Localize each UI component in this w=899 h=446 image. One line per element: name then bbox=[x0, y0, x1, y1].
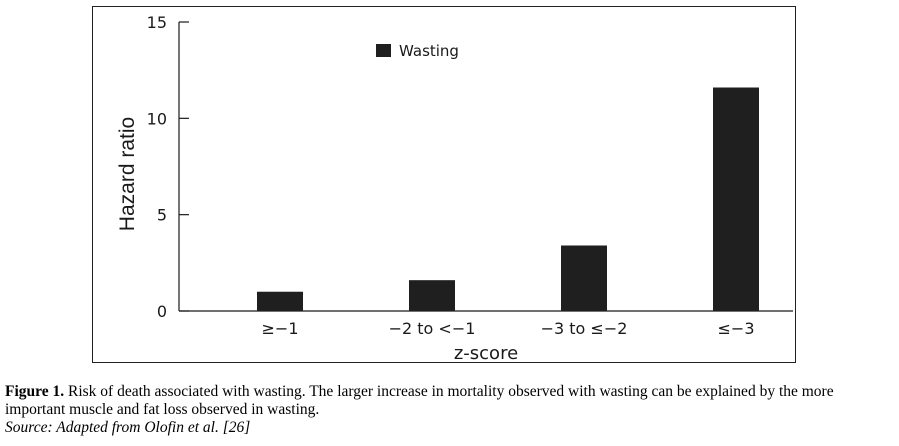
x-tick-label: −3 to ≤−2 bbox=[541, 319, 628, 338]
x-tick-label: −2 to <−1 bbox=[389, 319, 476, 338]
figure-label: Figure 1. bbox=[5, 383, 65, 400]
y-tick-label: 0 bbox=[157, 302, 167, 321]
chart-svg: 0 5 10 15 ≥−1 −2 to <−1 −3 to ≤−2 ≤−3 z-score Haz… bbox=[116, 13, 793, 362]
bar-3 bbox=[561, 245, 607, 311]
caption-text: Risk of death associated with wasting. T… bbox=[5, 383, 834, 418]
y-tick-label: 15 bbox=[147, 13, 167, 32]
figure-caption: Figure 1. Risk of death associated with … bbox=[5, 383, 897, 437]
x-tick-label: ≥−1 bbox=[262, 319, 299, 338]
bar-2 bbox=[409, 280, 455, 311]
caption-source: Source: Adapted from Olofin et al. [26] bbox=[5, 419, 251, 436]
y-tick-label: 10 bbox=[147, 109, 167, 128]
chart-frame: 0 5 10 15 ≥−1 −2 to <−1 −3 to ≤−2 ≤−3 z-score Haz… bbox=[92, 6, 796, 363]
y-tick-label: 5 bbox=[157, 206, 167, 225]
x-tick-label: ≤−3 bbox=[718, 319, 755, 338]
legend-label: Wasting bbox=[399, 42, 459, 60]
bar-4 bbox=[713, 87, 759, 311]
x-axis-title: z-score bbox=[454, 343, 518, 362]
y-axis-title: Hazard ratio bbox=[116, 117, 139, 231]
legend-swatch bbox=[376, 44, 391, 57]
bar-1 bbox=[257, 291, 303, 311]
